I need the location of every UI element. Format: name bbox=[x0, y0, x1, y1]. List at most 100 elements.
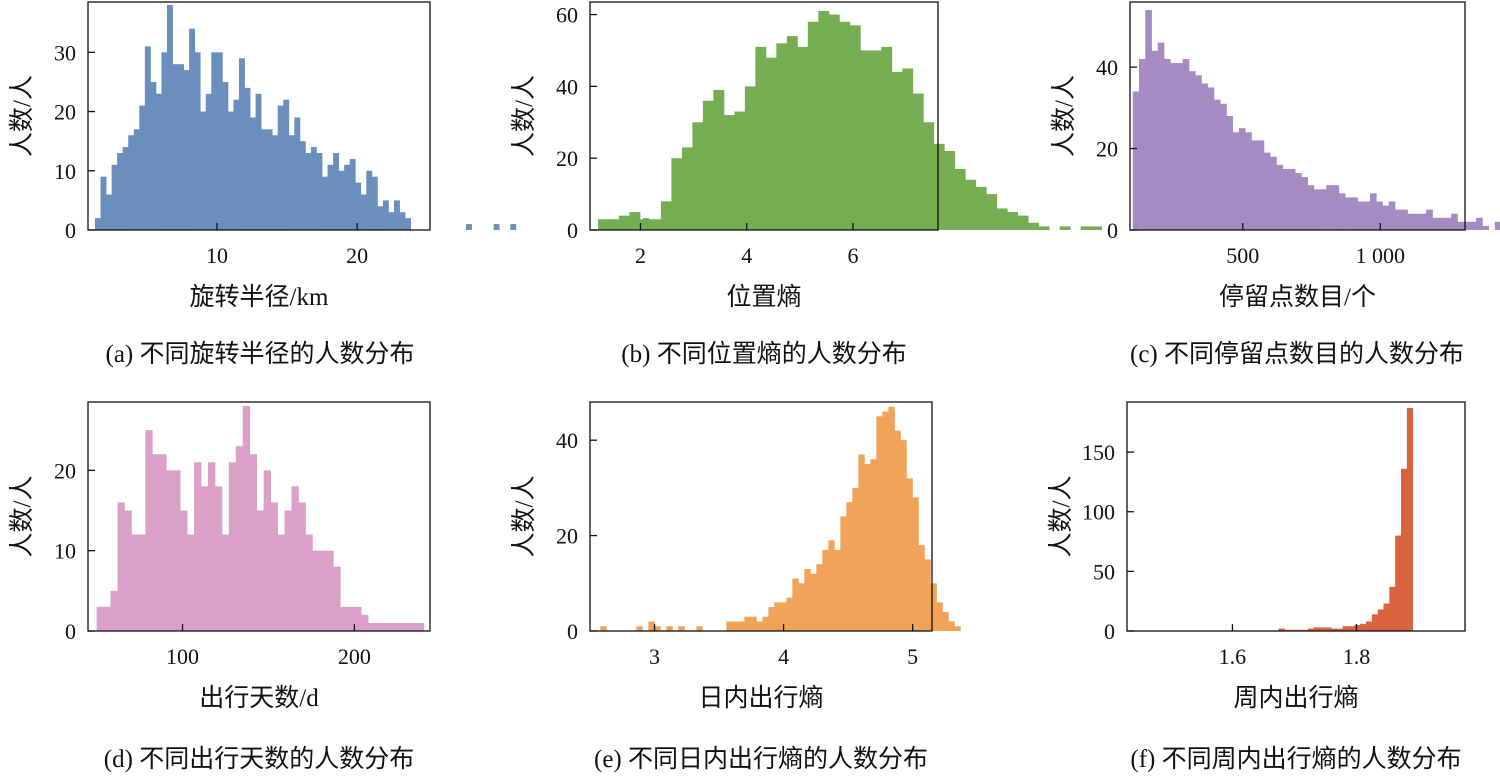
histogram-bar bbox=[1080, 226, 1092, 230]
histogram-bar bbox=[629, 212, 641, 230]
histogram-bar bbox=[1371, 614, 1379, 631]
x-tick-label: 1.6 bbox=[1219, 644, 1247, 669]
histogram-bar bbox=[1476, 217, 1483, 230]
x-tick-label: 1 000 bbox=[1356, 243, 1406, 268]
subfigure-caption: (f) 不同周内出行熵的人数分布 bbox=[1130, 745, 1461, 773]
histogram-bar bbox=[205, 93, 212, 230]
histogram-bar bbox=[207, 462, 216, 631]
histogram-bar bbox=[1482, 225, 1490, 230]
histogram-bar bbox=[172, 64, 179, 231]
histogram-bar bbox=[678, 626, 685, 631]
histogram-bar bbox=[864, 464, 871, 631]
y-tick-label: 20 bbox=[54, 458, 76, 483]
y-tick-label: 0 bbox=[567, 218, 578, 243]
histogram-bar bbox=[227, 111, 234, 230]
histogram-bar bbox=[732, 621, 739, 631]
histogram-bar bbox=[249, 454, 258, 631]
histogram-bar bbox=[319, 550, 327, 631]
histogram-bar bbox=[1207, 87, 1215, 230]
histogram-bar bbox=[828, 540, 835, 631]
histogram-bar bbox=[493, 224, 500, 230]
histogram-bar bbox=[1007, 212, 1019, 230]
histogram-bar bbox=[923, 122, 935, 230]
histogram-bar bbox=[996, 208, 1008, 230]
histogram-bar bbox=[349, 158, 356, 230]
histogram-bar bbox=[284, 510, 292, 631]
plot-frame bbox=[87, 1, 431, 231]
histogram-bar bbox=[860, 50, 872, 230]
histogram-bar bbox=[608, 219, 620, 230]
histogram-bar bbox=[882, 411, 889, 631]
histogram-bar bbox=[233, 99, 240, 231]
histogram-bar bbox=[776, 43, 788, 230]
histogram-bar bbox=[298, 502, 306, 631]
histogram-bar bbox=[639, 219, 651, 230]
histogram-bar bbox=[858, 454, 865, 631]
histogram-bar bbox=[965, 179, 977, 230]
histogram-bar bbox=[1338, 193, 1346, 230]
histogram-bar bbox=[222, 81, 229, 230]
histogram-bar bbox=[1059, 226, 1071, 230]
y-axis-label: 人数/人 bbox=[510, 476, 538, 558]
histogram-bar bbox=[942, 611, 949, 631]
x-tick-label: 6 bbox=[847, 243, 858, 268]
x-axis-label: 旋转半径/km bbox=[190, 283, 329, 311]
histogram-bar bbox=[734, 111, 746, 230]
x-tick-label: 4 bbox=[741, 243, 752, 268]
histogram-bar bbox=[1170, 63, 1177, 230]
histogram-bar bbox=[696, 626, 703, 631]
histogram-bar bbox=[261, 129, 268, 230]
histogram-bar bbox=[1176, 63, 1184, 230]
histogram-bar bbox=[283, 99, 290, 231]
histogram-bar bbox=[818, 10, 830, 231]
histogram-bar bbox=[355, 182, 362, 230]
plot-frame bbox=[87, 401, 431, 632]
histogram-bar bbox=[1394, 209, 1402, 230]
histogram-bar bbox=[263, 470, 271, 631]
histogram-bar bbox=[96, 606, 104, 631]
histogram-bar bbox=[1195, 75, 1202, 230]
x-axis-label: 位置熵 bbox=[726, 283, 801, 311]
y-tick-label: 100 bbox=[1082, 500, 1115, 525]
histogram-bar bbox=[618, 215, 630, 230]
histogram-bar bbox=[393, 200, 400, 230]
histogram-bar bbox=[912, 93, 924, 230]
histogram-bar bbox=[272, 135, 279, 230]
histogram-bar bbox=[305, 153, 312, 230]
histogram-bar bbox=[305, 534, 313, 631]
histogram-bar bbox=[881, 46, 893, 230]
histogram-bar bbox=[255, 93, 262, 230]
histogram-bar bbox=[216, 52, 223, 231]
histogram-bar bbox=[1383, 603, 1390, 631]
histogram-bar bbox=[1363, 201, 1371, 230]
histogram-bar bbox=[1366, 621, 1373, 631]
histogram-bar bbox=[912, 497, 919, 631]
histogram-bar bbox=[786, 36, 798, 230]
histogram-bar bbox=[1351, 197, 1358, 230]
histogram-bar bbox=[291, 486, 299, 631]
histogram-bar bbox=[918, 545, 925, 632]
histogram-bar bbox=[360, 194, 367, 230]
histogram-bar bbox=[1201, 83, 1209, 231]
panel-travel-days: 100 200 0 10 20 出行天数/d 人数/人 (d) 不同出行天数的人数分布 bbox=[8, 401, 431, 773]
x-tick-label: 500 bbox=[1226, 243, 1259, 268]
histogram-bar bbox=[133, 129, 140, 230]
histogram-bar bbox=[906, 478, 913, 631]
y-tick-label: 40 bbox=[1096, 55, 1118, 80]
histogram-bar bbox=[798, 583, 805, 631]
histogram-bar bbox=[1444, 217, 1452, 230]
histogram-bar bbox=[371, 176, 378, 230]
y-tick-label: 0 bbox=[1107, 218, 1118, 243]
y-tick-label: 20 bbox=[1096, 137, 1118, 162]
histogram-bar bbox=[183, 70, 190, 230]
histogram-bar bbox=[377, 206, 384, 230]
histogram-bar bbox=[122, 147, 129, 230]
y-tick-label: 0 bbox=[65, 619, 76, 644]
histogram-bar bbox=[975, 186, 987, 230]
histogram-bar bbox=[100, 176, 107, 230]
histogram-bar bbox=[1331, 628, 1338, 631]
histogram-bar bbox=[1348, 626, 1355, 631]
x-axis-label: 周内出行熵 bbox=[1233, 684, 1358, 712]
histogram-bar bbox=[106, 194, 113, 230]
histogram-bar bbox=[849, 25, 861, 231]
